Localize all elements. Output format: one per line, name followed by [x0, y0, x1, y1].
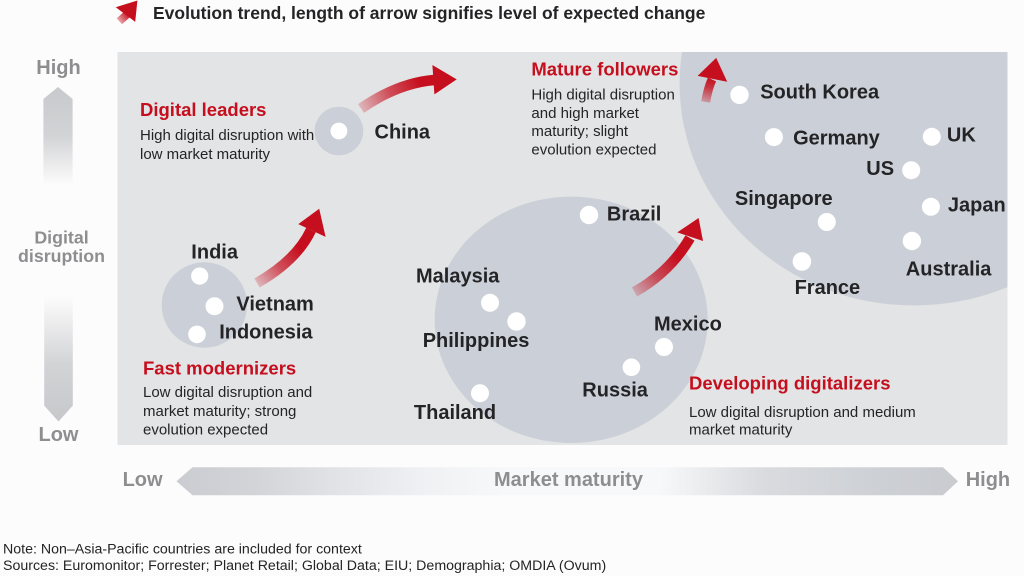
svg-text:evolution expected: evolution expected [143, 422, 268, 439]
svg-text:Indonesia: Indonesia [219, 321, 313, 343]
svg-text:Brazil: Brazil [607, 203, 661, 225]
svg-text:maturity; slight: maturity; slight [531, 123, 629, 140]
svg-text:UK: UK [947, 124, 976, 146]
svg-text:Malaysia: Malaysia [416, 266, 500, 288]
svg-text:Sources: Euromonitor; Forreste: Sources: Euromonitor; Forrester; Planet … [3, 558, 606, 574]
svg-text:Note: Non–Asia-Pacific countri: Note: Non–Asia-Pacific countries are inc… [3, 542, 362, 558]
svg-text:Japan: Japan [948, 194, 1006, 216]
svg-text:High: High [36, 57, 80, 79]
svg-text:Australia: Australia [906, 259, 992, 281]
svg-text:France: France [795, 277, 861, 299]
svg-text:India: India [191, 241, 239, 263]
svg-text:Thailand: Thailand [414, 402, 496, 424]
svg-text:Philippines: Philippines [423, 330, 530, 352]
svg-text:Germany: Germany [793, 128, 881, 150]
svg-text:Market maturity: Market maturity [494, 469, 644, 491]
svg-text:Low digital disruption and med: Low digital disruption and medium [689, 404, 916, 421]
svg-text:Fast modernizers: Fast modernizers [143, 358, 296, 379]
svg-text:low market maturity: low market maturity [140, 146, 271, 163]
svg-text:Vietnam: Vietnam [236, 293, 313, 315]
svg-text:Mexico: Mexico [654, 314, 722, 336]
svg-text:High: High [966, 469, 1010, 491]
svg-text:Low: Low [39, 424, 79, 446]
svg-text:Evolution trend, length of arr: Evolution trend, length of arrow signifi… [153, 3, 706, 23]
svg-text:disruption: disruption [18, 246, 105, 266]
svg-text:Developing digitalizers: Developing digitalizers [689, 373, 891, 394]
svg-text:market maturity: market maturity [689, 422, 793, 439]
svg-text:market maturity; strong: market maturity; strong [143, 403, 296, 420]
svg-text:High digital disruption with: High digital disruption with [140, 127, 314, 144]
svg-text:High digital disruption: High digital disruption [531, 87, 674, 104]
svg-text:and high market: and high market [531, 105, 639, 122]
svg-text:Low: Low [123, 469, 163, 491]
svg-text:Russia: Russia [582, 379, 648, 401]
svg-text:Singapore: Singapore [735, 188, 833, 210]
svg-text:South Korea: South Korea [760, 81, 880, 103]
svg-text:Low digital disruption and: Low digital disruption and [143, 384, 312, 401]
svg-text:Digital: Digital [34, 228, 88, 248]
svg-text:Mature followers: Mature followers [531, 59, 678, 80]
svg-text:Digital leaders: Digital leaders [140, 99, 266, 120]
svg-text:China: China [375, 121, 431, 143]
svg-text:evolution expected: evolution expected [531, 141, 656, 158]
svg-text:US: US [866, 158, 894, 180]
